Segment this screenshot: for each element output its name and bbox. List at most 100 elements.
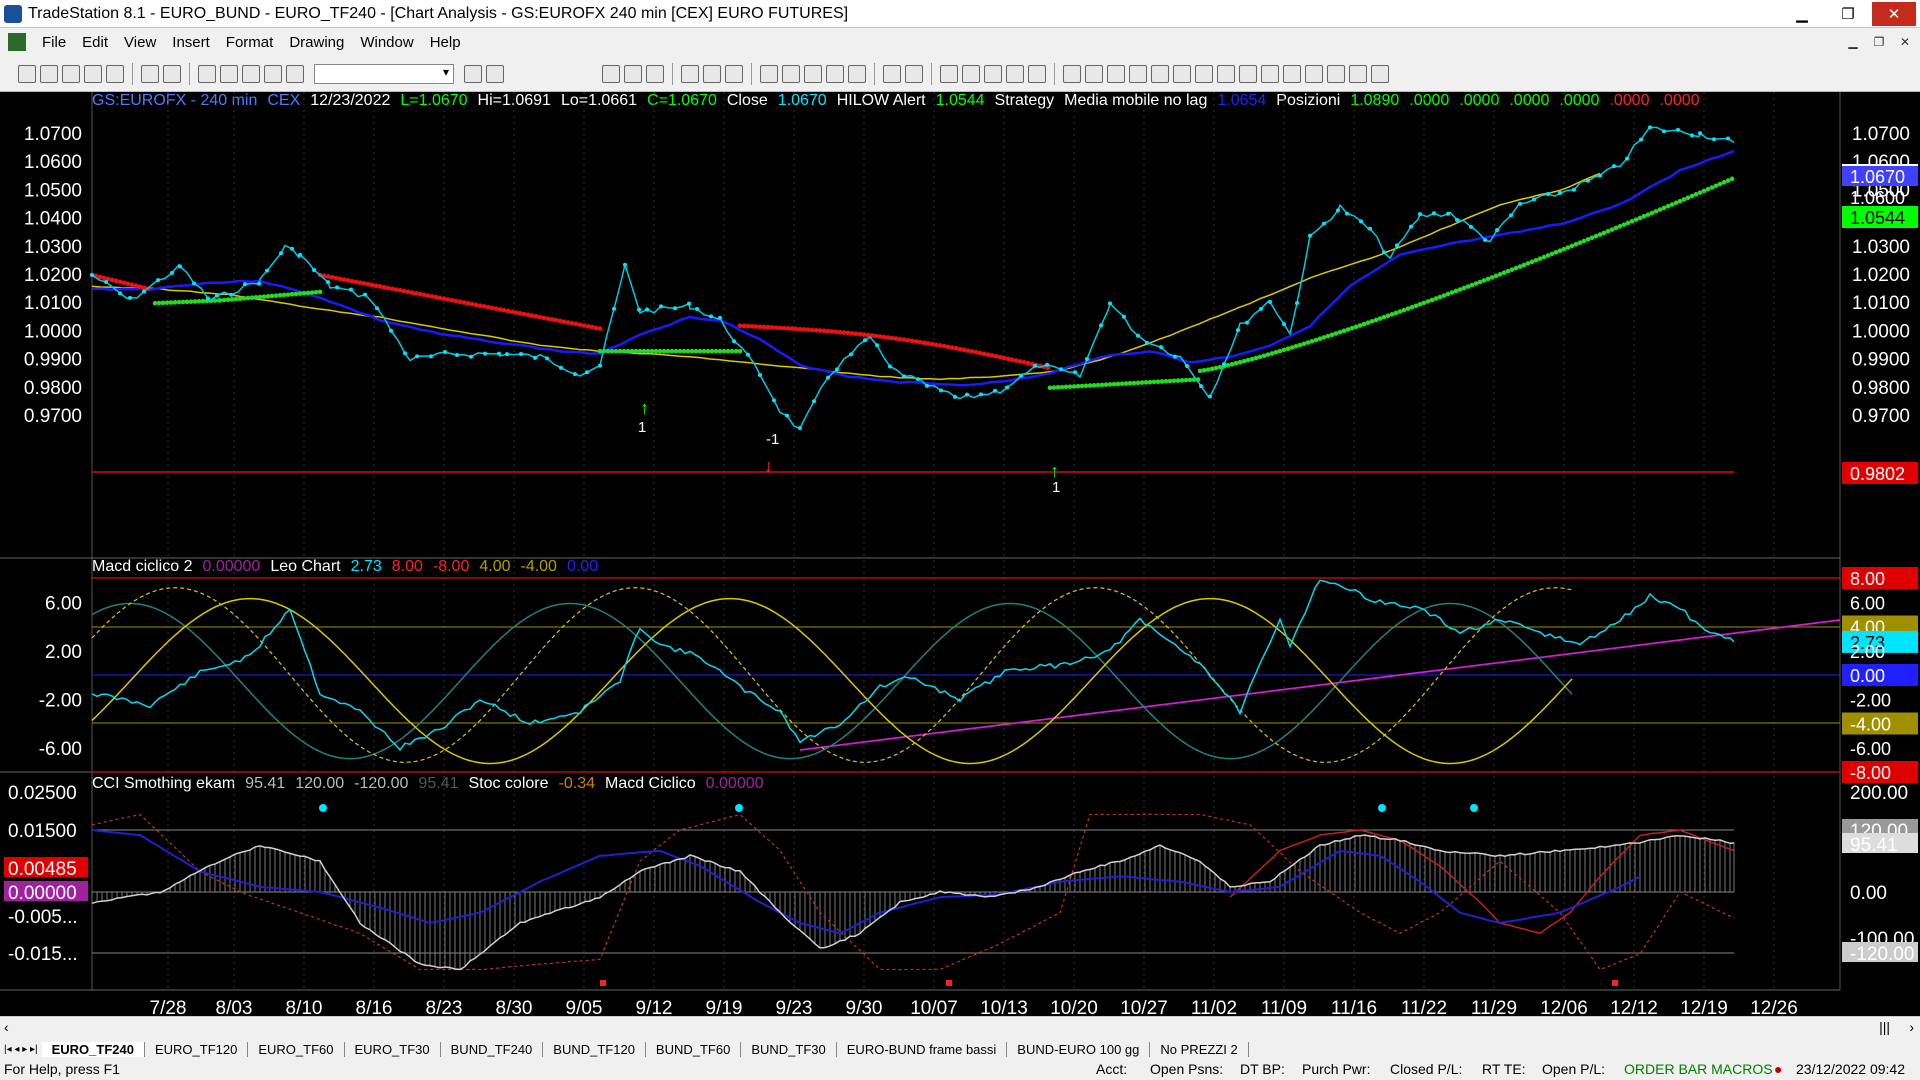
tab-euro-tf30[interactable]: EURO_TF30: [345, 1041, 441, 1057]
horizontal-line-icon[interactable]: [1085, 64, 1103, 83]
window-icon[interactable]: [220, 64, 238, 83]
hilow-dot: [200, 298, 206, 304]
open-icon[interactable]: [40, 64, 58, 83]
gann-icon[interactable]: [1151, 64, 1169, 83]
circle-icon[interactable]: [1327, 64, 1345, 83]
candle-icon[interactable]: [804, 64, 822, 83]
trendline-icon[interactable]: [1063, 64, 1081, 83]
status-datetime: 23/12/2022 09:42: [1796, 1061, 1905, 1077]
strategy-icon[interactable]: [703, 64, 721, 83]
scroll-left-icon[interactable]: ‹: [4, 1019, 9, 1035]
chart-type-icon[interactable]: [602, 64, 620, 83]
tools-icon[interactable]: [984, 64, 1002, 83]
fibonacci-icon[interactable]: [1107, 64, 1125, 83]
menu-insert[interactable]: Insert: [172, 33, 210, 51]
hilow-dot: [1669, 202, 1675, 207]
chart-window-icon[interactable]: [8, 33, 26, 51]
mdi-restore-button[interactable]: ❐: [1873, 35, 1885, 49]
status-open-psns: Open Psns:: [1150, 1061, 1224, 1077]
chart-area[interactable]: GS:EUROFX - 240 min CEX 12/23/2022 L=1.0…: [0, 92, 1920, 1032]
search-icon[interactable]: [486, 64, 504, 83]
tab-euro-tf240[interactable]: EURO_TF240: [41, 1041, 145, 1057]
restore-button[interactable]: ❐: [1841, 6, 1855, 23]
ohlc-icon[interactable]: [826, 64, 844, 83]
cci-right-label: 0.00: [1850, 883, 1887, 904]
cut-icon[interactable]: [106, 64, 124, 83]
menu-format[interactable]: Format: [225, 33, 274, 51]
long-signal-label: 1: [638, 419, 646, 436]
pencil-icon[interactable]: [1283, 64, 1301, 83]
text-icon[interactable]: [1371, 64, 1389, 83]
alert-icon[interactable]: [1006, 64, 1024, 83]
crosshair-icon[interactable]: [962, 64, 980, 83]
settings-icon[interactable]: [286, 64, 304, 83]
mdi-minimize-button[interactable]: ▁: [1848, 35, 1858, 49]
table-icon[interactable]: [646, 64, 664, 83]
mdi-close-button[interactable]: ✕: [1899, 35, 1911, 49]
hilow-dot: [1505, 268, 1511, 274]
line-chart-icon[interactable]: [782, 64, 800, 83]
cycle-icon[interactable]: [1261, 64, 1279, 83]
menu-drawing[interactable]: Drawing: [289, 33, 345, 51]
link-icon[interactable]: [264, 64, 282, 83]
print-icon[interactable]: [163, 64, 181, 83]
pointer-icon[interactable]: [940, 64, 958, 83]
macd-badge-bg: [1842, 567, 1918, 589]
hilow-dot: [1445, 291, 1451, 297]
price-axis-label-right: 1.0300: [1852, 237, 1910, 258]
volume-icon[interactable]: [848, 64, 866, 83]
tab-bund-tf30[interactable]: BUND_TF30: [741, 1041, 837, 1057]
lock-icon[interactable]: [242, 64, 260, 83]
tab-nav-icons[interactable]: |◂ ◂ ▸ ▸|: [4, 1043, 38, 1055]
menu-file[interactable]: File: [42, 33, 67, 51]
tab-bund-tf240[interactable]: BUND_TF240: [441, 1041, 544, 1057]
menu-view[interactable]: View: [124, 33, 157, 51]
tab-euro-tf60[interactable]: EURO_TF60: [248, 1041, 345, 1057]
hilow-dot: [597, 348, 603, 354]
cci-line: [91, 834, 1735, 971]
rectangle-icon[interactable]: [1349, 64, 1367, 83]
horizontal-scrollbar[interactable]: ‹ ||| ›: [0, 1016, 1920, 1040]
close-button[interactable]: ✕: [1872, 2, 1916, 26]
scroll-thumb[interactable]: |||: [1879, 1019, 1890, 1035]
hilow-dot: [1353, 324, 1359, 330]
tab-euro-bund-frame[interactable]: EURO-BUND frame bassi: [837, 1041, 1008, 1057]
scroll-right-icon[interactable]: ›: [1909, 1019, 1914, 1035]
tab-bund-tf120[interactable]: BUND_TF120: [543, 1041, 646, 1057]
price-marker: [1483, 237, 1487, 242]
menu-edit[interactable]: Edit: [82, 33, 109, 51]
refresh-icon[interactable]: [725, 64, 743, 83]
arrow-up-icon[interactable]: [1305, 64, 1323, 83]
speed-lines-icon[interactable]: [1173, 64, 1191, 83]
paste-icon[interactable]: [84, 64, 102, 83]
minimize-button[interactable]: ▁: [1796, 6, 1808, 23]
save-icon[interactable]: [141, 64, 159, 83]
indicator-icon[interactable]: [681, 64, 699, 83]
hilow-dot: [461, 300, 467, 305]
copy-icon[interactable]: [62, 64, 80, 83]
toolbar-separator: [874, 62, 875, 85]
zoom-in-icon[interactable]: [883, 64, 901, 83]
chart-format-icon[interactable]: [624, 64, 642, 83]
andrews-icon[interactable]: [1217, 64, 1235, 83]
tab-bund-euro-100[interactable]: BUND-EURO 100 gg: [1007, 1041, 1151, 1057]
hilow-dot: [1095, 382, 1101, 388]
order-icon[interactable]: [1028, 64, 1046, 83]
macd-name: Macd ciclico 2: [92, 558, 193, 575]
new-icon[interactable]: [18, 64, 36, 83]
workspace-icon[interactable]: [198, 64, 216, 83]
zoom-out-icon[interactable]: [905, 64, 923, 83]
arrow-icon[interactable]: [1239, 64, 1257, 83]
menu-help[interactable]: Help: [429, 33, 461, 51]
tab-euro-tf120[interactable]: EURO_TF120: [145, 1041, 249, 1057]
channel-icon[interactable]: [1129, 64, 1147, 83]
bar-chart-icon[interactable]: [760, 64, 778, 83]
status-macros[interactable]: ORDER BAR MACROS: [1624, 1061, 1773, 1077]
tab-no-prezzi-2[interactable]: No PREZZI 2: [1150, 1041, 1249, 1057]
symbol-combo[interactable]: [314, 63, 454, 84]
tab-bund-tf60[interactable]: BUND_TF60: [646, 1041, 742, 1057]
menu-window[interactable]: Window: [360, 33, 414, 51]
regression-icon[interactable]: [1195, 64, 1213, 83]
play-icon[interactable]: [464, 64, 482, 83]
